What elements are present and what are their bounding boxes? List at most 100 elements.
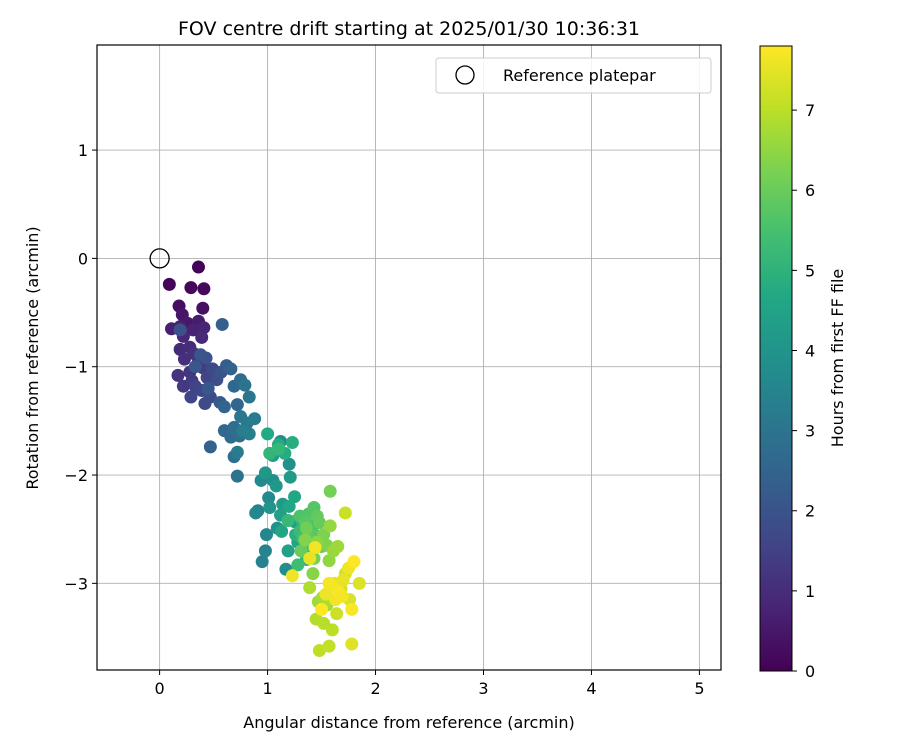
data-point — [230, 398, 244, 412]
data-point — [173, 342, 187, 356]
data-point — [248, 412, 262, 426]
data-point — [195, 330, 209, 344]
data-point — [255, 555, 269, 569]
colorbar-tick-label: 6 — [805, 181, 815, 200]
data-point — [345, 602, 359, 616]
data-point — [347, 555, 361, 569]
data-point — [188, 360, 202, 374]
x-tick-label: 3 — [478, 679, 488, 698]
colorbar-tick-label: 7 — [805, 101, 815, 120]
plot-frame — [96, 44, 722, 671]
data-point — [312, 516, 326, 530]
legend-entry-label: Reference platepar — [503, 66, 656, 85]
y-tick-label: 1 — [78, 141, 88, 160]
y-tick-label: −2 — [64, 466, 88, 485]
data-point — [298, 533, 312, 547]
colorbar-tick-label: 2 — [805, 502, 815, 521]
data-point — [308, 541, 322, 555]
x-tick-label: 4 — [586, 679, 596, 698]
data-point — [291, 558, 305, 572]
colorbar-ticks: 0 1 2 3 4 5 6 7 — [792, 101, 815, 681]
data-point — [294, 544, 308, 558]
data-point — [261, 427, 275, 441]
data-point — [162, 277, 176, 291]
data-point — [194, 348, 208, 362]
data-point — [315, 602, 329, 616]
data-point — [258, 466, 272, 480]
data-point — [282, 499, 296, 513]
data-point — [352, 576, 366, 590]
data-point — [217, 400, 231, 414]
data-point — [323, 484, 337, 498]
data-point — [249, 506, 263, 520]
data-point — [331, 540, 345, 554]
data-point — [215, 317, 229, 331]
data-point — [345, 637, 359, 651]
data-point — [281, 544, 295, 558]
chart-title: FOV centre drift starting at 2025/01/30 … — [178, 18, 640, 40]
data-point — [283, 470, 297, 484]
data-point — [230, 469, 244, 483]
data-point — [335, 589, 349, 603]
data-point — [312, 644, 326, 658]
data-point — [322, 639, 336, 653]
data-point — [201, 381, 215, 395]
data-point — [242, 427, 256, 441]
colorbar-label: Hours from first FF file — [828, 269, 847, 448]
colorbar-tick-label: 4 — [805, 341, 815, 360]
data-point — [285, 569, 299, 583]
grid — [97, 45, 721, 670]
data-point — [275, 524, 289, 538]
data-point — [303, 581, 317, 595]
data-point — [186, 323, 200, 337]
data-point — [263, 501, 277, 515]
x-tick-label: 5 — [694, 679, 704, 698]
y-tick-label: 0 — [78, 249, 88, 268]
x-axis-ticks: 0 1 2 3 4 5 — [155, 670, 705, 698]
y-tick-label: −1 — [64, 358, 88, 377]
reference-point — [149, 248, 170, 269]
colorbar-tick-label: 0 — [805, 662, 815, 681]
colorbar-tick-label: 1 — [805, 582, 815, 601]
colorbar-gradient — [759, 45, 793, 672]
data-point — [325, 623, 339, 637]
data-point — [285, 436, 299, 450]
data-point — [319, 587, 333, 601]
colorbar-tick-label: 5 — [805, 261, 815, 280]
data-point — [262, 491, 276, 505]
data-point — [282, 457, 296, 471]
legend: Reference platepar — [435, 57, 712, 94]
x-tick-label: 0 — [155, 679, 165, 698]
data-point — [184, 390, 198, 404]
y-tick-label: −3 — [64, 574, 88, 593]
data-point — [306, 567, 320, 581]
data-point — [230, 445, 244, 459]
legend-box — [435, 57, 712, 94]
x-tick-label: 1 — [262, 679, 272, 698]
data-point — [196, 301, 210, 315]
data-point — [184, 281, 198, 295]
data-point — [271, 442, 285, 456]
data-point — [269, 479, 283, 493]
data-point — [330, 607, 344, 621]
data-point — [259, 528, 273, 542]
data-point — [303, 551, 317, 565]
data-point — [323, 519, 337, 533]
legend-marker — [455, 65, 475, 85]
data-points — [162, 260, 366, 658]
data-point — [171, 368, 185, 382]
data-point — [238, 378, 252, 392]
data-point — [191, 260, 205, 274]
y-axis-label: Rotation from reference (arcmin) — [23, 226, 42, 489]
data-point — [177, 352, 191, 366]
data-point — [336, 573, 350, 587]
data-point — [281, 514, 295, 528]
data-point — [197, 282, 211, 296]
data-point — [242, 390, 256, 404]
data-point — [203, 440, 217, 454]
reference-marker — [149, 248, 170, 269]
colorbar-tick-label: 3 — [805, 422, 815, 441]
colorbar: 0 1 2 3 4 5 6 7 Hours from first FF file — [759, 45, 847, 681]
